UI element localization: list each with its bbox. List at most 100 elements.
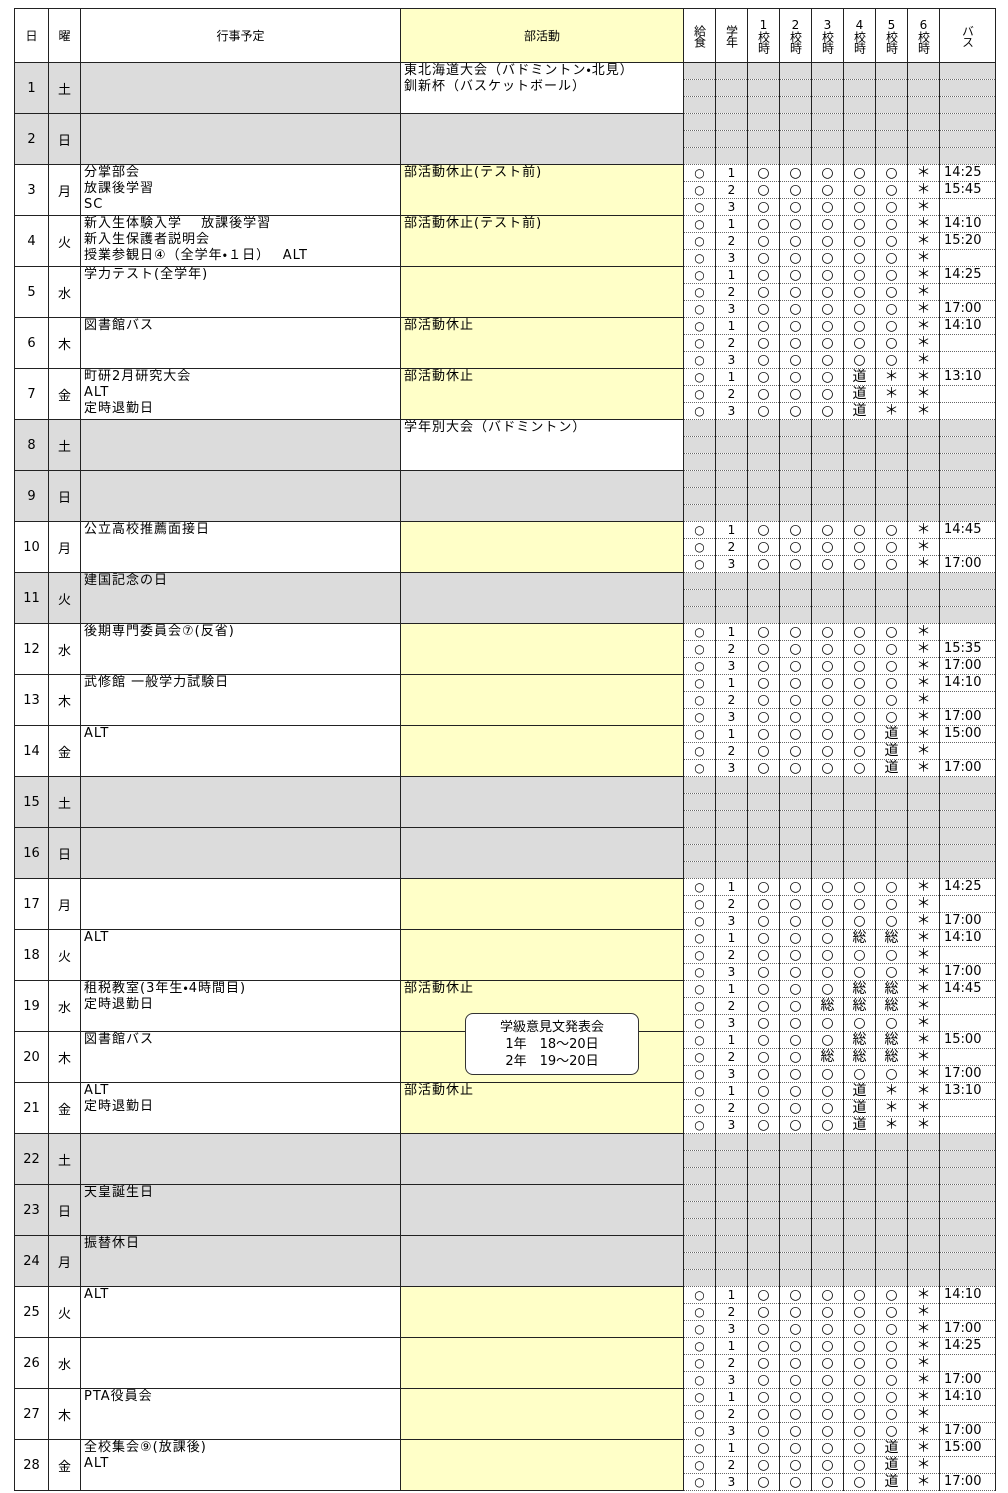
period-cell [875,419,908,437]
bus-cell: 15:20 [939,232,996,250]
period-cell [747,1150,780,1168]
period-cell [843,147,876,165]
day-subrow: ○ 2 ○ ○ ○ ○ 道＊ [15,742,996,760]
grade-cell: 3 [715,1371,748,1389]
day-subrow: 10 月公立高校推薦面接日 ○ 1 ○ ○ ○ ○ ○ ＊ 14:45 [14,521,996,573]
period-cell: ○ [843,317,876,335]
period-cell: ○ [747,164,780,182]
period-cell: ○ [779,300,812,318]
period-cell: ○ [811,1082,844,1100]
period-cell: ○ [779,657,812,675]
period-cell: ○ [747,912,780,930]
period-cell: ○ [779,521,812,539]
period-cell [779,453,812,471]
day-subrow: 18 火 ALT ○ 1 ○ ○ ○ 総総＊ 14:10 [14,929,996,981]
period-cell: ○ [843,198,876,216]
period-cell: ○ [747,1082,780,1100]
bus-cell [939,946,996,964]
period-cell: ＊ [907,623,940,641]
date-cell: 23 [14,1184,49,1236]
period-cell: ○ [875,912,908,930]
period-cell: ○ [747,1031,780,1049]
grade-cell [715,130,748,148]
grade-cell: 1 [715,521,748,539]
period-cell: ○ [747,1099,780,1117]
period-cell [779,844,812,862]
period-cell: 総 [811,1048,844,1066]
grade-cell: 1 [715,1388,748,1406]
day-subrow [15,1167,996,1185]
period-cell [811,453,844,471]
bus-cell: 14:25 [939,164,996,182]
period-cell: ○ [875,623,908,641]
lunch-cell [683,419,716,437]
period-cell [875,1269,908,1287]
period-cell: ＊ [907,555,940,573]
period-cell [779,419,812,437]
period-cell: ○ [747,1048,780,1066]
period-cell [779,96,812,114]
weekday-cell: 日 [48,113,81,165]
period-cell: ○ [875,232,908,250]
bus-cell: 17:00 [939,1473,996,1491]
period-cell: 道 [875,742,908,760]
period-cell: ○ [811,623,844,641]
grade-cell [715,504,748,522]
period-cell: ○ [747,1014,780,1032]
lunch-cell [683,1184,716,1202]
period-cell [843,62,876,80]
day-subrow: 4 火新入生体験入学 放課後学習 新入生保護者説明会 授業参観日④（全学年・１日） A… [14,215,996,267]
date-cell: 20 [14,1031,49,1083]
period-cell: ○ [779,1065,812,1083]
lunch-cell: ○ [683,912,716,930]
period-cell: ＊ [907,946,940,964]
period-cell [907,589,940,607]
events-cell: ALT [80,1286,401,1338]
period-cell [811,1218,844,1236]
period-cell: ○ [779,198,812,216]
period-cell [843,1235,876,1253]
period-cell: ○ [811,725,844,743]
period-cell: ○ [875,198,908,216]
period-cell [747,793,780,811]
date-cell: 9 [14,470,49,522]
period-cell: ○ [747,691,780,709]
bus-cell [939,1201,996,1219]
weekday-cell: 火 [48,215,81,267]
period-cell: ○ [747,1337,780,1355]
events-cell [80,1133,401,1185]
period-cell [779,113,812,131]
period-cell: ＊ [907,1439,940,1457]
event-text: 定時退勤日 [84,401,155,416]
period-cell [811,1201,844,1219]
period-cell [875,147,908,165]
lunch-cell [683,827,716,845]
period-cell [907,1201,940,1219]
event-text: 分掌部会 [84,165,141,181]
period-cell: ○ [875,691,908,709]
period-cell [907,776,940,794]
period-cell: ○ [747,402,780,420]
period-cell: ＊ [907,657,940,675]
period-cell [779,1150,812,1168]
lunch-cell [683,1167,716,1185]
period-cell: ＊ [907,1065,940,1083]
schedule-table: 日曜行事予定 部活動 給食 学年 1校時 2校時 3校時 4校時 5校時 6校時 バス 1 土東北海道… [14,8,996,1491]
weekday-cell: 月 [48,1235,81,1287]
bus-cell: 15:00 [939,1031,996,1049]
period-cell [843,453,876,471]
events-cell [80,113,401,165]
period-cell [811,130,844,148]
period-cell [747,79,780,97]
period-cell: ＊ [907,1031,940,1049]
period-cell: ○ [875,1286,908,1304]
period-cell [779,1167,812,1185]
period-cell: ○ [811,946,844,964]
day-subrow [15,487,996,505]
day-subrow [15,96,996,114]
lunch-cell: ○ [683,1286,716,1304]
period-cell: ＊ [907,708,940,726]
event-text: ALT [84,385,110,400]
period-cell: ○ [875,317,908,335]
